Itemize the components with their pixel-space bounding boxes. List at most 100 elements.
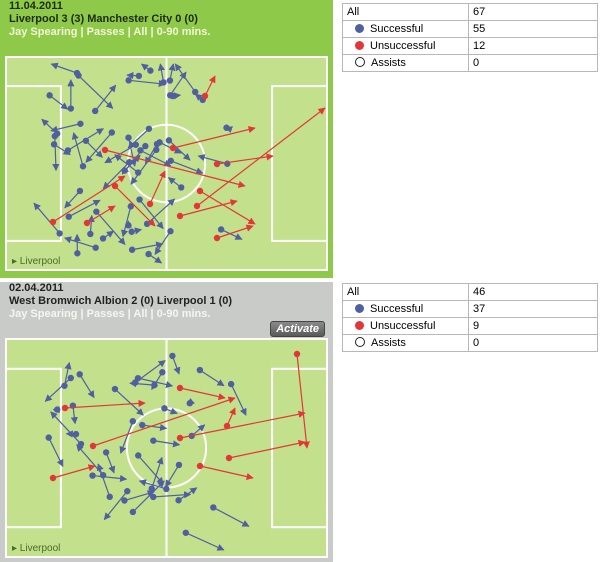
unsuccessful-pass <box>213 224 254 242</box>
unsuccessful-pass <box>111 182 156 227</box>
unsuccessful-dot-icon <box>355 321 364 330</box>
successful-pass <box>96 463 113 501</box>
successful-pass <box>82 137 103 158</box>
unsuccessful-pass <box>193 107 326 210</box>
unsuccessful-pass <box>61 399 146 412</box>
successful-pass <box>127 125 153 149</box>
successful-pass <box>186 397 195 407</box>
successful-pass <box>166 63 176 84</box>
successful-pass <box>136 196 164 230</box>
unsuccessful-pass <box>49 464 96 482</box>
successful-pass <box>85 129 116 163</box>
unsuccessful-pass <box>146 170 166 208</box>
match-title: West Bromwich Albion 2 (0) Liverpool 1 (… <box>9 295 233 307</box>
successful-pass <box>151 369 166 391</box>
successful-pass <box>126 71 143 80</box>
successful-pass <box>121 203 134 238</box>
successful-pass <box>196 366 225 387</box>
successful-pass <box>44 374 74 402</box>
successful-pass <box>140 63 154 74</box>
activate-button[interactable]: Activate <box>270 321 325 337</box>
successful-pass <box>63 236 99 251</box>
successful-pass <box>103 487 131 521</box>
pass-map-1[interactable]: ▸ Liverpool <box>5 56 328 271</box>
unsuccessful-pass <box>201 75 216 100</box>
successful-pass <box>166 71 187 99</box>
unsuccessful-pass <box>169 126 256 152</box>
stat-all-value: 67 <box>468 3 598 21</box>
successful-pass <box>76 371 95 399</box>
pitch-svg <box>5 338 328 558</box>
stat-successful-label: Successful <box>370 23 424 35</box>
unsuccessful-dot-icon <box>355 41 364 50</box>
successful-pass <box>65 199 101 220</box>
successful-pass <box>165 137 191 161</box>
unsuccessful-pass <box>223 407 236 430</box>
stat-all-label: All <box>342 283 469 301</box>
unsuccessful-pass <box>176 384 226 401</box>
successful-pass <box>137 147 172 167</box>
successful-pass <box>125 134 137 167</box>
successful-pass <box>102 449 116 474</box>
successful-pass <box>150 437 181 448</box>
successful-pass <box>71 132 87 170</box>
successful-pass <box>50 62 81 77</box>
unsuccessful-pass <box>225 439 306 462</box>
successful-pass <box>130 146 160 185</box>
match-subtitle: Jay Spearing | Passes | All | 0-90 mins. <box>9 26 211 38</box>
stat-successful-value: 37 <box>468 300 598 318</box>
stat-unsuccessful[interactable]: Unsuccessful <box>342 37 469 55</box>
successful-pass <box>150 491 192 501</box>
successful-pass <box>121 490 155 504</box>
stat-unsuccessful-label: Unsuccessful <box>370 320 436 332</box>
unsuccessful-pass <box>213 153 274 168</box>
pitch-svg <box>5 56 328 271</box>
successful-pass <box>165 461 183 488</box>
successful-pass <box>99 230 115 242</box>
stat-assists[interactable]: Assists <box>342 54 469 72</box>
stat-successful[interactable]: Successful <box>342 20 469 38</box>
pass-stats-table-1: All 67 Successful 55 Unsuccessful 12 Assist… <box>342 3 598 72</box>
successful-pass <box>50 120 84 133</box>
unsuccessful-pass <box>101 146 246 188</box>
successful-pass <box>111 385 144 416</box>
stat-unsuccessful-value: 12 <box>468 37 598 55</box>
stat-successful[interactable]: Successful <box>342 300 469 318</box>
stat-successful-label: Successful <box>370 303 424 315</box>
match-header-2: 02.04.2011 West Bromwich Albion 2 (0) Li… <box>0 282 333 321</box>
team-label[interactable]: ▸ Liverpool <box>12 256 61 267</box>
pass-stats-table-2: All 46 Successful 37 Unsuccessful 9 Assists… <box>342 283 598 352</box>
successful-pass <box>161 405 178 415</box>
unsuccessful-pass <box>176 199 238 220</box>
match-subtitle: Jay Spearing | Passes | All | 0-90 mins. <box>9 308 211 320</box>
successful-pass <box>91 84 117 115</box>
successful-pass <box>33 202 63 237</box>
successful-pass <box>217 226 243 240</box>
stat-all-label: All <box>342 3 469 21</box>
stat-successful-value: 55 <box>468 20 598 38</box>
successful-pass <box>93 208 126 245</box>
match-date: 11.04.2011 <box>9 0 63 12</box>
successful-pass <box>182 529 225 551</box>
match-panel-2: 02.04.2011 West Bromwich Albion 2 (0) Li… <box>0 282 333 562</box>
stat-assists-label: Assists <box>371 337 406 349</box>
successful-pass <box>167 177 185 191</box>
successful-pass <box>128 241 164 253</box>
stat-unsuccessful-label: Unsuccessful <box>370 40 436 52</box>
pass-map-2[interactable]: ▸ Liverpool <box>5 338 328 558</box>
team-label[interactable]: ▸ Liverpool <box>12 543 61 554</box>
successful-pass <box>50 411 85 448</box>
stat-assists-value: 0 <box>468 334 598 352</box>
successful-pass <box>210 504 250 527</box>
stat-assists[interactable]: Assists <box>342 334 469 352</box>
successful-pass <box>128 227 143 235</box>
match-header-1: 11.04.2011 Liverpool 3 (3) Manchester Ci… <box>0 0 333 39</box>
match-date: 02.04.2011 <box>9 282 64 294</box>
stat-unsuccessful[interactable]: Unsuccessful <box>342 317 469 335</box>
unsuccessful-pass <box>83 205 116 227</box>
successful-pass <box>61 361 72 389</box>
stat-assists-label: Assists <box>371 57 406 69</box>
successful-pass <box>46 92 69 110</box>
successful-pass <box>227 380 247 416</box>
successful-pass <box>139 421 168 432</box>
